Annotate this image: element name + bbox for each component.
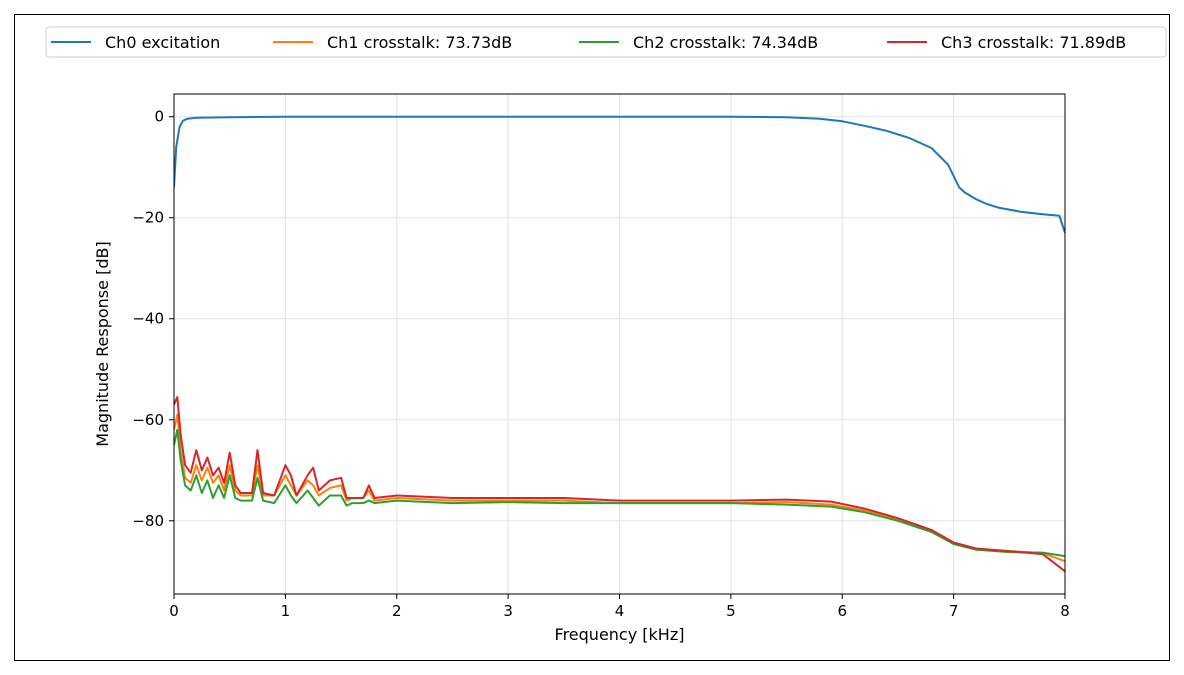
y-axis-label: Magnitude Response [dB] (93, 241, 112, 446)
legend-label-ch2: Ch2 crosstalk: 74.34dB (633, 33, 818, 52)
legend-label-ch0: Ch0 excitation (105, 33, 220, 52)
axis-ticks: 0 1 2 3 4 5 6 7 8 0 −20 −40 −60 −80 (132, 108, 1069, 620)
series-line-ch1 (174, 413, 1065, 563)
x-axis-label: Frequency [kHz] (555, 625, 685, 644)
legend-label-ch1: Ch1 crosstalk: 73.73dB (327, 33, 512, 52)
x-tick-label: 6 (837, 602, 847, 620)
grid (173, 94, 1066, 594)
series-line-ch0 (174, 115, 1065, 234)
x-tick-label: 8 (1060, 602, 1070, 620)
series-lines (174, 115, 1065, 573)
x-tick-label: 5 (726, 602, 736, 620)
y-tick-label: −20 (132, 209, 164, 227)
series-line-ch2 (174, 428, 1065, 558)
x-tick-label: 0 (169, 602, 179, 620)
legend: Ch0 excitation Ch1 crosstalk: 73.73dB Ch… (45, 26, 1167, 58)
legend-label-ch3: Ch3 crosstalk: 71.89dB (941, 33, 1126, 52)
x-tick-label: 3 (503, 602, 513, 620)
y-tick-label: −60 (132, 411, 164, 429)
x-tick-label: 2 (392, 602, 402, 620)
figure-frame: 0 1 2 3 4 5 6 7 8 0 −20 −40 −60 −80 Frequency [kHz] M… (14, 14, 1170, 661)
series-line-ch3 (174, 396, 1065, 573)
x-tick-label: 4 (615, 602, 625, 620)
y-tick-label: 0 (154, 108, 164, 126)
y-tick-label: −80 (132, 512, 164, 530)
x-tick-label: 1 (281, 602, 291, 620)
y-tick-label: −40 (132, 310, 164, 328)
line-chart: 0 1 2 3 4 5 6 7 8 0 −20 −40 −60 −80 Frequency [kHz] M… (45, 26, 1167, 644)
x-tick-label: 7 (949, 602, 959, 620)
